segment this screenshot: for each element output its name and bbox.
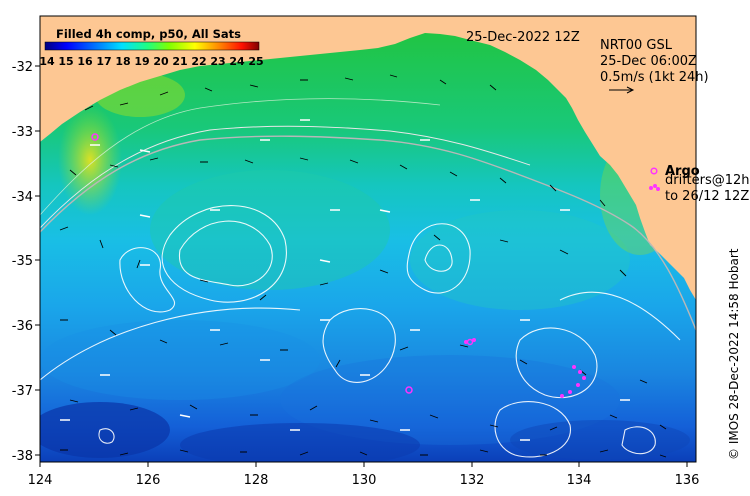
x-axis: 124 126 128 130 132 134 136 — [28, 462, 700, 488]
date-label: 25-Dec-2022 12Z — [466, 30, 580, 45]
current-source-time: 25-Dec 06:00Z — [600, 54, 697, 69]
colorbar-tick: 23 — [210, 55, 225, 68]
drifter-legend-line2: to 26/12 12Z — [665, 189, 749, 204]
drifter-legend-line1: drifters@12h — [665, 173, 750, 188]
current-source-block: NRT00 GSL 25-Dec 06:00Z 0.5m/s (1kt 24h) — [600, 38, 709, 85]
colorbar-tick: 14 — [39, 55, 55, 68]
y-tick-label: -34 — [12, 190, 33, 205]
colorbar-tick: 21 — [172, 55, 187, 68]
x-tick-label: 124 — [28, 473, 53, 488]
x-tick-label: 134 — [567, 473, 592, 488]
colorbar-ticks: 14 15 16 17 18 19 20 21 22 23 24 25 — [39, 55, 263, 68]
y-tick-label: -37 — [12, 384, 33, 399]
drifter-tracks — [60, 119, 630, 441]
y-tick-label: -36 — [12, 319, 33, 334]
colorbar-tick: 20 — [153, 55, 169, 68]
y-tick-label: -35 — [12, 254, 33, 269]
y-tick-label: -32 — [12, 60, 33, 75]
drifter-positions — [464, 338, 586, 398]
argo-legend-icon — [650, 167, 658, 175]
x-tick-label: 126 — [136, 473, 161, 488]
warm-coastal-patch — [58, 105, 122, 215]
plot-frame — [39, 15, 697, 463]
colorbar — [44, 41, 260, 51]
argo-legend-label: Argo — [665, 164, 700, 179]
y-tick-label: -33 — [12, 125, 33, 140]
colorbar-tick: 22 — [191, 55, 206, 68]
x-tick-label: 136 — [675, 473, 700, 488]
colorbar-tick: 17 — [96, 55, 111, 68]
x-tick-label: 128 — [244, 473, 269, 488]
colorbar-tick: 16 — [77, 55, 93, 68]
current-scale-label: 0.5m/s (1kt 24h) — [600, 70, 709, 85]
current-vectors — [59, 74, 667, 458]
current-source-name: NRT00 GSL — [600, 38, 673, 53]
x-tick-label: 132 — [460, 473, 485, 488]
shelf-isobath — [40, 135, 696, 331]
imos-credit: © IMOS 28-Dec-2022 14:58 Hobart — [727, 248, 741, 460]
y-axis: -32 -33 -34 -35 -36 -37 -38 — [12, 60, 40, 464]
y-tick-label: -38 — [12, 449, 33, 464]
colorbar-tick: 25 — [248, 55, 263, 68]
colorbar-tick: 15 — [58, 55, 73, 68]
x-tick-label: 130 — [352, 473, 377, 488]
colorbar-tick: 19 — [134, 55, 149, 68]
sst-contours — [40, 205, 681, 458]
colorbar-title: Filled 4h comp, p50, All Sats — [56, 27, 241, 41]
drifter-legend-icon — [649, 184, 660, 191]
scale-arrow-icon — [609, 86, 635, 94]
colorbar-tick: 24 — [229, 55, 245, 68]
colorbar-tick: 18 — [115, 55, 130, 68]
